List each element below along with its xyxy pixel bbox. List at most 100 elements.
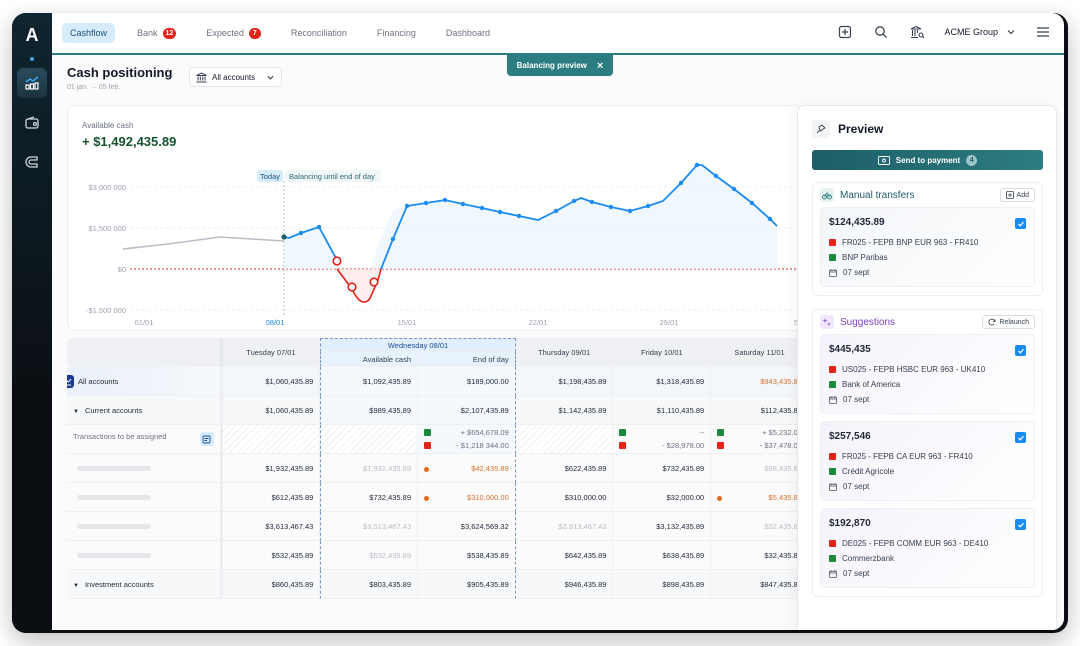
suggestion-card[interactable]: $445,435 US025 - FEPB HSBC EUR 963 - UK4… [820,334,1035,414]
magnet-icon [25,156,38,168]
account-name-placeholder [77,465,151,471]
warning-dot [424,495,430,501]
add-square-icon [1005,191,1014,199]
svg-text:29/01: 29/01 [660,318,679,327]
collapse-caret-icon[interactable]: ▼ [73,582,79,589]
add-button[interactable] [836,23,854,41]
assign-transactions-button[interactable] [199,432,214,446]
send-to-payment-button[interactable]: Send to payment 4 [812,150,1043,170]
svg-text:01/01: 01/01 [135,318,154,327]
payment-count-badge: 4 [966,154,978,166]
calendar-icon [829,569,837,578]
outflow-account-icon [829,366,836,373]
suggestion-checkbox[interactable] [1015,432,1026,443]
search-button[interactable] [872,23,890,41]
suggestion-checkbox[interactable] [1015,345,1026,356]
svg-text:5: 5 [794,318,798,327]
suggestion-card[interactable]: $192,870 DE025 - FEPB COMM EUR 963 - DE4… [820,508,1035,588]
app-window: A Cashflow Bank 12 Expected 7 Reconciliati… [12,13,1068,633]
table-row-account[interactable]: $612,435.89 $732,435.89 $310,000.00 $310… [67,483,805,512]
preview-header: Preview [812,120,883,138]
org-switcher[interactable]: ACME Group [944,27,1016,37]
tab-bank[interactable]: Bank 12 [129,23,184,43]
menu-button[interactable] [1034,23,1052,41]
page-title: Cash positioning [67,65,173,80]
rail-item-cashflow[interactable] [17,68,47,98]
account-filter-select[interactable]: All accounts [189,67,282,87]
table-row-current-accounts[interactable]: ▼ Current accounts $1,060,435.89 $989,435… [67,396,805,425]
add-square-icon [839,25,852,39]
left-rail: A [12,13,52,633]
top-navigation: Cashflow Bank 12 Expected 7 Reconciliation… [52,13,1064,55]
calendar-icon [829,395,837,404]
outflow-account-icon [829,540,836,547]
table-row-account[interactable]: $1,932,435.89 $1,932,435.89 $42,435.89 $… [67,454,805,483]
relaunch-button[interactable]: Relaunch [982,315,1035,329]
col-header-wednesday[interactable]: Wednesday 08/01 [320,338,516,352]
available-cash-value: + $1,492,435.89 [82,134,177,149]
table-row-all-accounts[interactable]: All accounts $1,060,435.89 $1,092,435.89… [67,367,805,396]
corner-header [67,338,223,367]
table-row-account[interactable]: $532,435.89 $532,435.89 $538,435.89 $642… [67,541,805,570]
rail-item-magnet[interactable] [17,147,47,177]
checkmark-icon [1017,435,1024,441]
rail-item-wallet[interactable] [17,108,47,138]
bank-count-badge: 12 [162,27,177,39]
available-cash-chart: Available cash + $1,492,435.89 $3,000 00… [67,105,803,332]
account-name-placeholder [77,552,151,558]
y-tick-1500000: $1,500 000 [88,224,126,233]
inflow-account-icon [829,381,836,388]
bank-search-icon [910,25,925,39]
outflow-icon [717,442,725,449]
tab-reconciliation[interactable]: Reconciliation [290,28,347,38]
collapse-caret-icon[interactable]: ▼ [73,408,79,415]
table-row-investment-accounts[interactable]: ▼ Investment accounts $860,435.89 $803,43… [67,570,805,599]
col-header-friday[interactable]: Friday 10/01 [613,338,712,367]
pin-button[interactable] [812,120,830,138]
search-icon [875,26,888,38]
line-chart[interactable]: $3,000 000 $1,500 000 $0 -$1,500 000 01/… [68,106,803,332]
account-name-placeholder [77,523,151,529]
inflow-account-icon [829,254,836,261]
col-header-saturday[interactable]: Saturday 11/01 [711,338,805,367]
app-logo[interactable]: A [25,25,39,45]
table-row-account[interactable]: $3,613,467.43 $3,513,467.43 $3,624,569.3… [67,512,805,541]
close-balancing-button[interactable]: × [596,59,604,72]
transfer-card[interactable]: $124,435.89 FR025 - FEPB BNP EUR 963 - F… [820,207,1035,287]
add-transfer-button[interactable]: Add [999,188,1035,202]
bank-search-button[interactable] [908,23,926,41]
main-screen: Cashflow Bank 12 Expected 7 Reconciliation… [52,13,1064,630]
bank-icon [196,71,207,82]
balancing-preview-tag: Balancing preview × [507,55,613,76]
col-subheader-end-of-day: End of day [418,352,516,367]
expected-count-badge: 7 [248,27,261,39]
calendar-icon [829,268,837,277]
svg-text:22/01: 22/01 [529,318,548,327]
suggestions-section: Suggestions Relaunch $445,435 US025 - FE… [812,309,1043,597]
chevron-down-icon [267,75,274,80]
col-header-tuesday[interactable]: Tuesday 07/01 [222,338,321,367]
outflow-icon [424,442,432,449]
content-area: Cash positioning 01 jan. → 05 feb. All a… [52,55,1064,630]
suggestion-card[interactable]: $257,546 FR025 - FEPB CA EUR 963 - FR410… [820,421,1035,501]
table-row-transactions-to-assign[interactable]: Transactions to be assigned + $654,678.0… [67,425,805,454]
warning-dot [717,495,723,501]
suggestion-checkbox[interactable] [1015,519,1026,530]
menu-icon [1037,27,1049,37]
transfer-icon [820,188,834,202]
outflow-account-icon [829,453,836,460]
rail-indicator-dot [30,57,34,61]
outflow-icon [619,442,627,449]
checkmark-icon [1017,221,1024,227]
col-header-thursday[interactable]: Thursday 09/01 [515,338,614,367]
transfer-checkbox[interactable] [1015,218,1026,229]
y-tick-3000000: $3,000 000 [88,183,126,192]
tab-expected[interactable]: Expected 7 [198,23,269,43]
preview-panel: Preview Send to payment 4 Manual transfe… [797,105,1057,630]
cash-table: Tuesday 07/01 Wednesday 08/01 Thursday 0… [67,338,805,630]
tab-financing[interactable]: Financing [376,28,416,38]
tab-cashflow[interactable]: Cashflow [62,23,116,43]
svg-text:08/01: 08/01 [266,318,285,327]
tab-dashboard[interactable]: Dashboard [445,28,490,38]
date-range[interactable]: 01 jan. → 05 feb. [67,84,121,91]
